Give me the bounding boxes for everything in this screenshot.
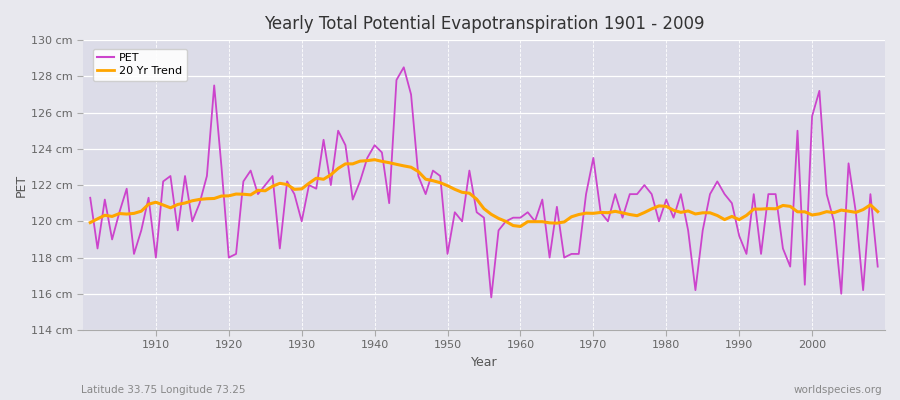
X-axis label: Year: Year	[471, 356, 498, 369]
Text: worldspecies.org: worldspecies.org	[794, 385, 882, 395]
Legend: PET, 20 Yr Trend: PET, 20 Yr Trend	[93, 48, 186, 81]
Y-axis label: PET: PET	[15, 174, 28, 197]
Title: Yearly Total Potential Evapotranspiration 1901 - 2009: Yearly Total Potential Evapotranspiratio…	[264, 15, 704, 33]
Text: Latitude 33.75 Longitude 73.25: Latitude 33.75 Longitude 73.25	[81, 385, 246, 395]
